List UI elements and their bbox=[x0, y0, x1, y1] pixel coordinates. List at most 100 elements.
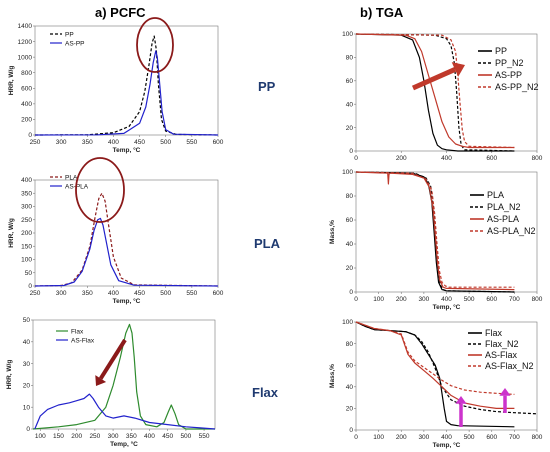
legend-label: AS-PP_N2 bbox=[495, 82, 539, 92]
series-line-flax bbox=[355, 321, 515, 428]
x-tick-label: 450 bbox=[162, 433, 173, 440]
highlight-ellipse-pla bbox=[75, 157, 125, 223]
y-tick-label: 20 bbox=[346, 265, 354, 272]
x-tick-label: 500 bbox=[160, 290, 171, 297]
y-tick-label: 350 bbox=[21, 190, 32, 197]
y-tick-label: 200 bbox=[21, 117, 32, 124]
x-tick-label: 150 bbox=[53, 433, 64, 440]
legend: PP AS-PP bbox=[50, 31, 85, 47]
y-tick-label: 40 bbox=[346, 241, 354, 248]
y-tick-label: 600 bbox=[21, 85, 32, 92]
x-axis-label: Temp, °C bbox=[113, 297, 141, 305]
x-tick-label: 700 bbox=[509, 434, 520, 441]
series-line-as-pla bbox=[355, 171, 515, 291]
legend-label: PP_N2 bbox=[495, 58, 524, 68]
x-tick-label: 800 bbox=[532, 296, 543, 303]
highlight-ellipse-pp bbox=[136, 17, 174, 73]
series-line-as-flax bbox=[34, 393, 216, 430]
y-tick-label: 0 bbox=[26, 426, 30, 433]
panel-title-tga: b) TGA bbox=[360, 5, 404, 20]
pcfc-pla-chart: 0 50 100 150 200 250 300 350 400 250 300 350 400 450 5… bbox=[8, 174, 224, 305]
row-label-pla: PLA bbox=[254, 236, 281, 251]
y-tick-label: 60 bbox=[346, 78, 354, 85]
plot-area bbox=[355, 321, 538, 431]
legend-label: AS-PP bbox=[65, 40, 85, 47]
y-tick-label: 80 bbox=[346, 341, 354, 348]
x-tick-label: 100 bbox=[35, 433, 46, 440]
x-axis-label: Temp, °C bbox=[113, 146, 141, 154]
y-tick-label: 80 bbox=[346, 55, 354, 62]
x-tick-label: 600 bbox=[486, 296, 497, 303]
legend-label: PP bbox=[495, 46, 507, 56]
panel-title-pcfc: a) PCFC bbox=[95, 5, 146, 20]
y-tick-label: 0 bbox=[28, 132, 32, 139]
x-tick-label: 800 bbox=[532, 155, 543, 162]
y-tick-label: 100 bbox=[342, 319, 353, 326]
x-tick-label: 300 bbox=[56, 290, 67, 297]
x-tick-label: 400 bbox=[108, 139, 119, 146]
x-tick-label: 200 bbox=[396, 434, 407, 441]
y-tick-label: 300 bbox=[21, 204, 32, 211]
y-tick-label: 80 bbox=[346, 193, 354, 200]
legend: PLA PLA_N2 AS-PLA AS-PLA_N2 bbox=[470, 190, 536, 236]
plot-area bbox=[355, 171, 538, 293]
x-tick-label: 550 bbox=[199, 433, 210, 440]
y-tick-label: 40 bbox=[346, 384, 354, 391]
x-axis-label: Temp, °C bbox=[433, 441, 461, 449]
y-tick-label: 0 bbox=[349, 148, 353, 155]
legend-label: Flax_N2 bbox=[485, 339, 519, 349]
tga-flax-chart: 0 20 40 60 80 100 0 100 200 300 400 500 600 700 800 Tem… bbox=[329, 319, 543, 449]
legend-label: AS-PLA_N2 bbox=[487, 226, 536, 236]
y-tick-label: 150 bbox=[21, 243, 32, 250]
x-tick-label: 100 bbox=[373, 296, 384, 303]
x-tick-label: 0 bbox=[354, 434, 358, 441]
tga-pla-chart: 0 20 40 60 80 100 0 100 200 300 400 500 600 700 800 Tem… bbox=[329, 169, 543, 311]
tga-pp-chart: 0 20 40 60 80 100 0 200 400 600 800 PP PP_N2 AS-PP AS-… bbox=[342, 31, 543, 162]
x-tick-label: 250 bbox=[30, 139, 41, 146]
x-tick-label: 400 bbox=[108, 290, 119, 297]
y-tick-label: 1400 bbox=[18, 23, 33, 30]
x-tick-label: 350 bbox=[82, 139, 93, 146]
legend-label: Flax bbox=[71, 328, 84, 335]
arrow-icon bbox=[95, 338, 127, 386]
x-tick-label: 500 bbox=[464, 296, 475, 303]
y-axis-label: HRR, W/g bbox=[8, 218, 15, 248]
x-tick-label: 100 bbox=[373, 434, 384, 441]
y-tick-label: 40 bbox=[23, 339, 31, 346]
legend-label: PLA bbox=[487, 190, 504, 200]
y-tick-label: 100 bbox=[21, 257, 32, 264]
series-line-flax bbox=[32, 323, 215, 430]
x-tick-label: 400 bbox=[441, 296, 452, 303]
y-tick-label: 250 bbox=[21, 217, 32, 224]
row-label-flax: Flax bbox=[252, 385, 279, 400]
plot-area bbox=[34, 179, 219, 287]
x-tick-label: 700 bbox=[509, 296, 520, 303]
x-tick-label: 300 bbox=[418, 296, 429, 303]
x-axis-label: Temp, °C bbox=[433, 303, 461, 311]
x-tick-label: 400 bbox=[144, 433, 155, 440]
legend-label: AS-PP bbox=[495, 70, 522, 80]
y-tick-label: 1000 bbox=[18, 54, 33, 61]
x-tick-label: 350 bbox=[82, 290, 93, 297]
y-tick-label: 60 bbox=[346, 362, 354, 369]
series-line-as-pla-n2 bbox=[355, 171, 515, 288]
series-line-as-flax-n2 bbox=[355, 321, 515, 395]
y-tick-label: 1200 bbox=[18, 39, 33, 46]
legend-label: AS-Flax bbox=[71, 337, 95, 344]
annotations-layer bbox=[75, 17, 511, 427]
x-tick-label: 300 bbox=[418, 434, 429, 441]
series-line-pp-n2 bbox=[355, 33, 515, 152]
legend-label: AS-Flax_N2 bbox=[485, 361, 534, 371]
x-tick-label: 800 bbox=[532, 434, 543, 441]
y-axis-label: Mass,% bbox=[329, 220, 336, 244]
series-line-as-pp bbox=[355, 33, 515, 149]
y-tick-label: 40 bbox=[346, 101, 354, 108]
y-tick-label: 30 bbox=[23, 361, 31, 368]
y-tick-label: 0 bbox=[349, 289, 353, 296]
x-tick-label: 400 bbox=[441, 434, 452, 441]
x-tick-label: 250 bbox=[30, 290, 41, 297]
plot-area bbox=[34, 25, 219, 136]
y-tick-label: 10 bbox=[23, 404, 31, 411]
